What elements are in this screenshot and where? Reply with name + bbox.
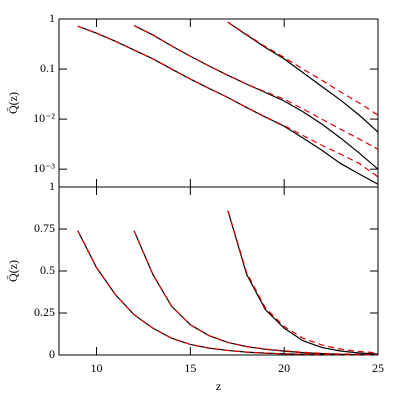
series-line (77, 25, 379, 178)
series-line (77, 230, 379, 356)
plot-frame (58, 186, 379, 356)
series-line (227, 210, 379, 354)
y-tick-label: 10⁻² (33, 111, 55, 125)
y-tick-label: 1 (49, 11, 55, 25)
y-tick-label: 0.75 (34, 221, 55, 235)
x-tick-label: 10 (91, 361, 103, 375)
x-tick-label: 15 (184, 361, 196, 375)
y-tick-label: 10⁻³ (33, 161, 55, 175)
y-tick-label: 1 (49, 179, 55, 193)
series-line (227, 21, 379, 133)
y-axis-label: Q̄(z) (6, 92, 20, 114)
series-line (133, 230, 379, 356)
series-line (227, 21, 379, 116)
series-line (227, 210, 379, 355)
series-line (133, 25, 379, 170)
x-axis-label: z (216, 379, 221, 393)
series-line (77, 25, 379, 185)
x-tick-label: 20 (278, 361, 290, 375)
y-axis-label: Q̄(z) (6, 260, 20, 282)
x-tick-label: 25 (372, 361, 384, 375)
y-tick-label: 0 (49, 347, 55, 361)
plot-frame (58, 18, 379, 188)
series-line (133, 25, 379, 150)
y-tick-label: 0.1 (40, 61, 55, 75)
y-tick-label: 0.5 (40, 263, 55, 277)
series-line (77, 230, 379, 356)
y-tick-label: 0.25 (34, 305, 55, 319)
